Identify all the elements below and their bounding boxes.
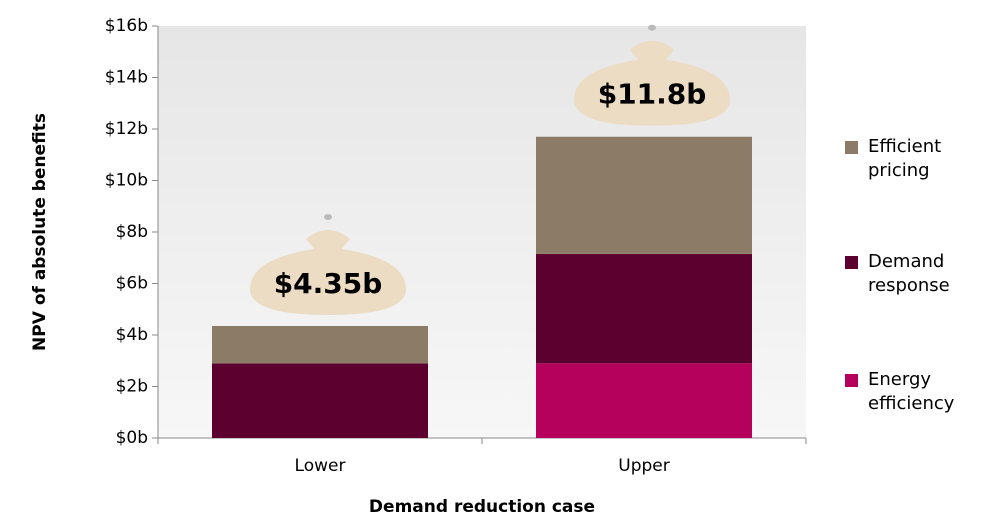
x-axis-label: Demand reduction case [369, 497, 595, 517]
x-tick-label: Lower [295, 456, 346, 476]
legend-swatch [845, 256, 858, 269]
bar-segment [536, 136, 752, 254]
bag-part [574, 59, 730, 126]
bag-part [306, 229, 350, 253]
bag-part [250, 248, 406, 315]
legend-swatch [845, 374, 858, 387]
money-bag [250, 213, 406, 315]
total-label: $4.35b [274, 267, 383, 300]
y-tick-label: $4b [116, 325, 148, 345]
legend-swatch [845, 141, 858, 154]
bar-segment [536, 363, 752, 438]
bar-segment [536, 253, 752, 364]
y-axis-label: NPV of absolute benefits [30, 113, 50, 351]
y-tick-label: $16b [105, 16, 148, 36]
y-tick-label: $2b [116, 377, 148, 397]
y-tick-label: $6b [116, 274, 148, 294]
bag-part [630, 40, 674, 64]
bar-segment [212, 325, 428, 364]
y-tick-label: $14b [105, 68, 148, 88]
legend-label: Energy efficiency [868, 369, 955, 414]
bar-segment [212, 363, 428, 438]
y-tick-label: $0b [116, 428, 148, 448]
y-tick-label: $8b [116, 222, 148, 242]
total-label: $11.8b [598, 78, 707, 111]
y-tick-label: $12b [105, 119, 148, 139]
legend-label: Efficient pricing [868, 136, 942, 181]
x-tick-label: Upper [618, 456, 669, 476]
bag-part [324, 213, 332, 220]
y-tick-label: $10b [105, 171, 148, 191]
money-bag [574, 24, 730, 126]
bag-part [648, 24, 656, 31]
legend-label: Demand response [868, 251, 950, 296]
